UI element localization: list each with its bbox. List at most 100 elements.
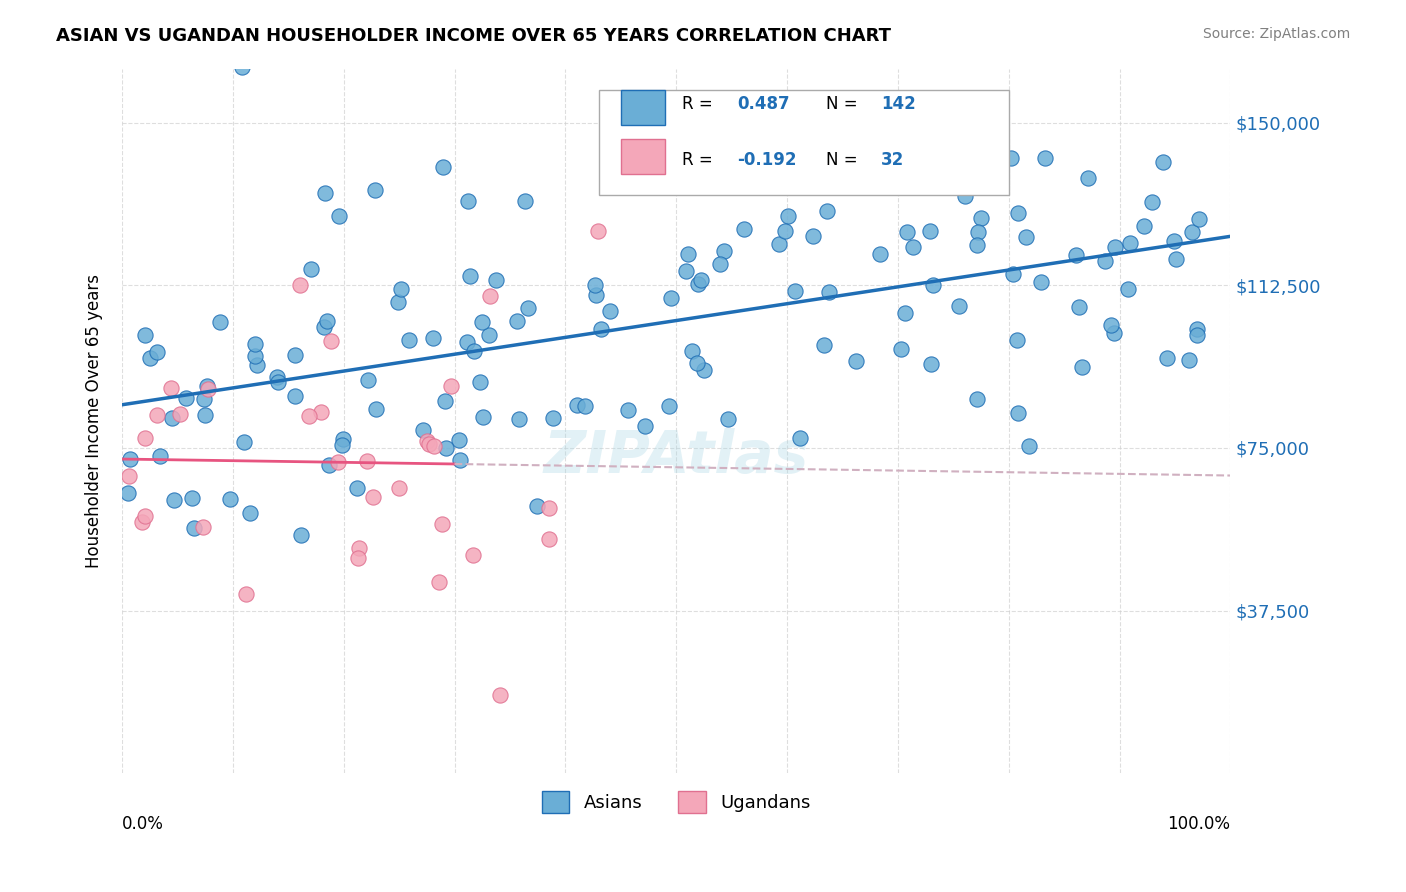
- Point: [681, 344, 703, 359]
- Point: [267, 375, 290, 389]
- Point: [1188, 212, 1211, 227]
- Point: [449, 453, 471, 467]
- Point: [231, 60, 253, 74]
- Point: [920, 358, 942, 372]
- Point: [457, 194, 479, 208]
- Point: [869, 247, 891, 261]
- Point: [778, 209, 800, 223]
- Point: [412, 423, 434, 437]
- Text: R =: R =: [682, 151, 713, 169]
- Point: [692, 363, 714, 377]
- Point: [284, 348, 307, 362]
- Point: [314, 186, 336, 201]
- Text: ASIAN VS UGANDAN HOUSEHOLDER INCOME OVER 65 YEARS CORRELATION CHART: ASIAN VS UGANDAN HOUSEHOLDER INCOME OVER…: [56, 27, 891, 45]
- Point: [966, 392, 988, 406]
- Point: [209, 315, 232, 329]
- Point: [659, 292, 682, 306]
- Point: [347, 541, 370, 556]
- Point: [1177, 352, 1199, 367]
- Point: [432, 160, 454, 174]
- Point: [894, 306, 917, 320]
- Point: [599, 304, 621, 318]
- Point: [1205, 17, 1227, 31]
- Point: [387, 481, 409, 495]
- Text: N =: N =: [825, 95, 858, 112]
- Text: N =: N =: [825, 151, 858, 169]
- Y-axis label: Householder Income Over 65 years: Householder Income Over 65 years: [86, 274, 103, 568]
- Point: [131, 515, 153, 529]
- Point: [676, 247, 699, 261]
- Point: [243, 336, 266, 351]
- Point: [1156, 351, 1178, 365]
- Point: [845, 353, 868, 368]
- Point: [361, 490, 384, 504]
- Point: [235, 587, 257, 601]
- Point: [418, 437, 440, 451]
- Text: ZIPAtlas: ZIPAtlas: [544, 427, 808, 484]
- Point: [1015, 230, 1038, 244]
- Text: Source: ZipAtlas.com: Source: ZipAtlas.com: [1202, 27, 1350, 41]
- Point: [616, 403, 638, 417]
- Point: [193, 392, 215, 406]
- Point: [461, 548, 484, 562]
- Point: [901, 239, 924, 253]
- Point: [1185, 322, 1208, 336]
- Point: [513, 194, 536, 208]
- Point: [675, 264, 697, 278]
- Point: [266, 370, 288, 384]
- Point: [588, 224, 610, 238]
- Point: [463, 344, 485, 359]
- Point: [1142, 195, 1164, 210]
- Point: [775, 99, 797, 113]
- Point: [686, 356, 709, 370]
- Point: [118, 469, 141, 483]
- Point: [471, 315, 494, 329]
- Point: [1102, 326, 1125, 341]
- Point: [347, 551, 370, 566]
- Point: [318, 458, 340, 473]
- Legend: Asians, Ugandans: Asians, Ugandans: [534, 784, 817, 821]
- Point: [312, 320, 335, 334]
- Point: [589, 322, 612, 336]
- Point: [470, 375, 492, 389]
- Point: [298, 409, 321, 424]
- Point: [195, 378, 218, 392]
- Point: [970, 211, 993, 226]
- Point: [330, 438, 353, 452]
- Point: [517, 301, 540, 315]
- Point: [389, 282, 412, 296]
- Text: 142: 142: [882, 95, 915, 112]
- Point: [489, 688, 512, 702]
- Point: [768, 237, 790, 252]
- Point: [328, 209, 350, 223]
- Point: [134, 509, 156, 524]
- Point: [537, 532, 560, 546]
- Point: [149, 449, 172, 463]
- Point: [733, 222, 755, 236]
- Point: [538, 501, 561, 516]
- Point: [508, 412, 530, 426]
- Point: [565, 398, 588, 412]
- Text: 32: 32: [882, 151, 904, 169]
- Point: [183, 521, 205, 535]
- Point: [219, 492, 242, 507]
- Point: [583, 278, 606, 293]
- Point: [1005, 333, 1028, 347]
- Point: [918, 224, 941, 238]
- Point: [479, 289, 502, 303]
- Point: [1018, 439, 1040, 453]
- Point: [709, 257, 731, 271]
- Point: [423, 439, 446, 453]
- Point: [299, 262, 322, 277]
- Point: [713, 244, 735, 258]
- Point: [309, 405, 332, 419]
- Point: [243, 349, 266, 363]
- Point: [363, 183, 385, 197]
- Point: [387, 295, 409, 310]
- Text: 0.487: 0.487: [737, 95, 790, 112]
- Point: [416, 434, 439, 448]
- Point: [422, 331, 444, 345]
- Point: [1181, 225, 1204, 239]
- Point: [981, 146, 1004, 161]
- Point: [1007, 406, 1029, 420]
